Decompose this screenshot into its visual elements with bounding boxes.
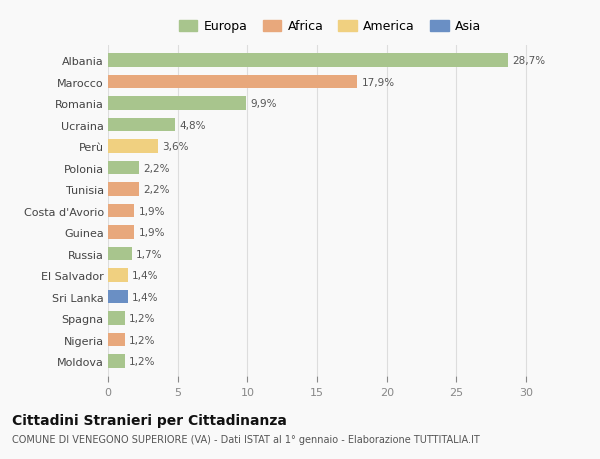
Bar	[108, 269, 128, 282]
Bar	[108, 291, 128, 304]
Bar	[108, 247, 131, 261]
Legend: Europa, Africa, America, Asia: Europa, Africa, America, Asia	[173, 16, 487, 39]
Text: 2,2%: 2,2%	[143, 163, 169, 173]
Text: Cittadini Stranieri per Cittadinanza: Cittadini Stranieri per Cittadinanza	[12, 413, 287, 427]
Bar	[108, 312, 125, 325]
Bar	[108, 140, 158, 153]
Text: 17,9%: 17,9%	[362, 78, 395, 87]
Text: 4,8%: 4,8%	[179, 120, 206, 130]
Text: 28,7%: 28,7%	[512, 56, 545, 66]
Bar	[108, 226, 134, 239]
Text: 1,2%: 1,2%	[129, 313, 155, 324]
Bar	[108, 118, 175, 132]
Text: 1,2%: 1,2%	[129, 335, 155, 345]
Text: 1,4%: 1,4%	[131, 292, 158, 302]
Bar	[108, 97, 246, 111]
Text: 1,2%: 1,2%	[129, 356, 155, 366]
Text: COMUNE DI VENEGONO SUPERIORE (VA) - Dati ISTAT al 1° gennaio - Elaborazione TUTT: COMUNE DI VENEGONO SUPERIORE (VA) - Dati…	[12, 434, 480, 444]
Text: 9,9%: 9,9%	[250, 99, 277, 109]
Bar	[108, 183, 139, 196]
Text: 1,4%: 1,4%	[131, 270, 158, 280]
Bar	[108, 76, 358, 89]
Text: 2,2%: 2,2%	[143, 185, 169, 195]
Text: 1,9%: 1,9%	[139, 206, 165, 216]
Bar	[108, 333, 125, 347]
Text: 1,9%: 1,9%	[139, 228, 165, 238]
Bar	[108, 54, 508, 67]
Bar	[108, 162, 139, 175]
Bar	[108, 355, 125, 368]
Text: 3,6%: 3,6%	[163, 142, 189, 152]
Text: 1,7%: 1,7%	[136, 249, 163, 259]
Bar	[108, 205, 134, 218]
